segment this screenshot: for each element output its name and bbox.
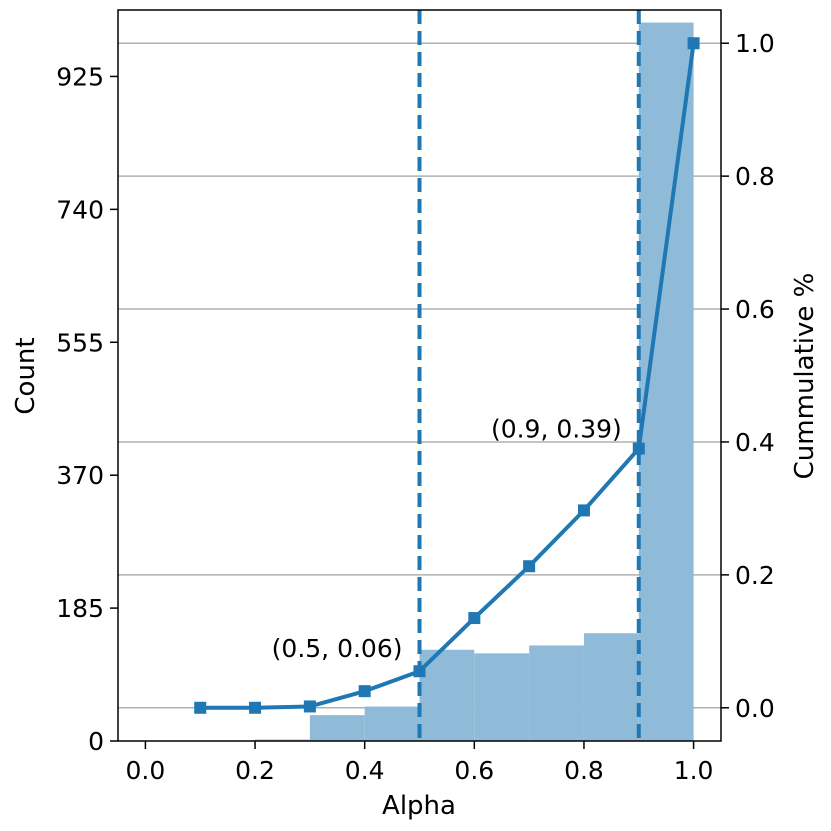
histogram-bar bbox=[309, 715, 365, 741]
y-axis-left-title: Count bbox=[11, 337, 41, 414]
y-right-tick-label: 0.0 bbox=[735, 694, 775, 723]
annotation-label: (0.9, 0.39) bbox=[491, 415, 622, 444]
x-axis-title: Alpha bbox=[382, 791, 456, 821]
y-axis-right-title: Cummulative % bbox=[790, 273, 820, 480]
histogram-bar bbox=[474, 653, 530, 741]
y-right-tick-label: 0.4 bbox=[735, 428, 775, 457]
cumulative-marker bbox=[523, 560, 536, 573]
cumulative-marker bbox=[577, 504, 590, 517]
y-left-tick-label: 185 bbox=[56, 594, 104, 623]
annotation-label: (0.5, 0.06) bbox=[272, 634, 403, 663]
histogram-bar bbox=[364, 706, 420, 741]
cumulative-marker bbox=[413, 665, 426, 678]
x-tick-label: 0.4 bbox=[345, 756, 385, 785]
cumulative-marker bbox=[194, 701, 207, 714]
annotations: (0.5, 0.06) (0.9, 0.39) bbox=[272, 415, 622, 663]
axes bbox=[117, 9, 722, 742]
cumulative-marker bbox=[249, 701, 262, 714]
x-tick-label: 1.0 bbox=[674, 756, 714, 785]
cumulative-marker bbox=[632, 442, 645, 455]
histogram-bar bbox=[583, 633, 639, 741]
y-left-tick-label: 370 bbox=[56, 461, 104, 490]
y-left-tick-label: 740 bbox=[56, 195, 104, 224]
cumulative-marker bbox=[358, 685, 371, 698]
y-right-tick-label: 0.6 bbox=[735, 295, 775, 324]
x-tick-label: 0.6 bbox=[454, 756, 494, 785]
cumulative-series bbox=[194, 37, 700, 714]
cumulative-marker bbox=[303, 700, 316, 713]
histogram-bar bbox=[529, 645, 584, 741]
plot-frame bbox=[117, 9, 722, 742]
y-left-tick-label: 555 bbox=[56, 328, 104, 357]
y-left-tick-label: 0 bbox=[88, 727, 104, 756]
cumulative-line bbox=[200, 42, 696, 710]
y-right-tick-label: 0.2 bbox=[735, 561, 775, 590]
tick-labels: 0.0 0.2 0.4 0.6 0.8 1.0 0 185 370 555 740 925 0.0 0.2… bbox=[56, 29, 774, 785]
y-right-tick-label: 0.8 bbox=[735, 162, 775, 191]
y-left-tick-label: 925 bbox=[56, 62, 104, 91]
threshold-lines bbox=[417, 10, 641, 741]
x-tick-label: 0.0 bbox=[126, 756, 166, 785]
cumulative-marker bbox=[468, 612, 481, 625]
x-tick-label: 0.2 bbox=[235, 756, 275, 785]
x-tick-label: 0.8 bbox=[564, 756, 604, 785]
cumulative-marker bbox=[687, 37, 700, 50]
y-right-tick-label: 1.0 bbox=[735, 29, 775, 58]
